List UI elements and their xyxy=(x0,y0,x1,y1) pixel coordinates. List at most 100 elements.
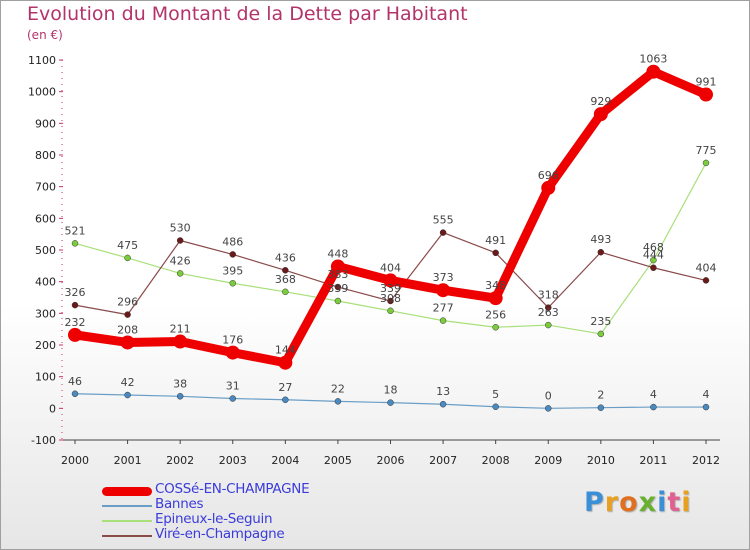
data-label: 491 xyxy=(485,234,506,247)
data-label: 318 xyxy=(538,289,559,302)
data-point xyxy=(334,297,342,305)
data-label: 235 xyxy=(590,315,611,328)
data-point xyxy=(124,254,131,262)
data-point xyxy=(334,283,342,291)
data-label: 1063 xyxy=(639,53,667,66)
data-point xyxy=(176,270,184,277)
data-point xyxy=(545,405,552,412)
data-point xyxy=(229,251,236,258)
logo-letter: i xyxy=(657,487,668,518)
data-label: 5 xyxy=(492,388,499,401)
data-point xyxy=(702,159,710,167)
data-point xyxy=(439,400,447,408)
data-label: 27 xyxy=(278,381,292,394)
x-tick-label: 2011 xyxy=(639,454,667,467)
y-tick-label: 0 xyxy=(49,402,56,415)
legend: COSSé-EN-CHAMPAGNE Bannes Epineux-le-Seg… xyxy=(102,481,402,544)
data-point xyxy=(124,391,131,399)
data-point xyxy=(68,327,82,342)
data-point xyxy=(176,237,184,244)
data-point xyxy=(71,390,79,398)
data-label: 296 xyxy=(117,296,138,309)
logo-letter: r xyxy=(604,487,620,518)
data-label: 0 xyxy=(545,389,552,402)
data-label: 486 xyxy=(222,235,243,248)
y-tick-label: 700 xyxy=(35,181,56,194)
data-label: 775 xyxy=(696,144,717,157)
data-point xyxy=(225,345,240,360)
data-point xyxy=(597,330,605,338)
data-label: 521 xyxy=(65,224,86,237)
data-label: 2 xyxy=(597,389,604,402)
chart-subtitle: (en €) xyxy=(27,28,63,42)
data-point xyxy=(702,277,710,284)
x-tick-label: 2001 xyxy=(114,454,142,467)
data-label: 696 xyxy=(538,169,559,182)
data-point xyxy=(545,304,552,311)
y-tick-label: 200 xyxy=(35,339,56,352)
data-point xyxy=(173,334,188,349)
data-point xyxy=(492,324,499,331)
legend-item-bannes: Bannes xyxy=(102,496,402,514)
data-label: 211 xyxy=(170,323,191,336)
data-point xyxy=(699,87,713,102)
legend-label-bannes: Bannes xyxy=(155,496,204,512)
data-point xyxy=(229,395,236,402)
data-point xyxy=(282,267,289,274)
legend-item-epineux: Epineux-le-Seguin xyxy=(102,511,402,529)
data-label: 929 xyxy=(590,95,611,108)
legend-swatch-cosse xyxy=(102,487,152,496)
data-point xyxy=(545,321,552,329)
data-point xyxy=(597,404,605,411)
data-point xyxy=(229,280,236,287)
data-label: 18 xyxy=(384,384,398,397)
legend-label-epineux: Epineux-le-Seguin xyxy=(155,511,273,527)
logo-letter: x xyxy=(638,487,658,518)
data-point xyxy=(650,264,657,271)
data-point xyxy=(282,288,289,296)
chart-axes: -100 0 100 200 300 400 500 600 700 800 900 1000 1100… xyxy=(28,54,720,467)
data-label: 395 xyxy=(222,264,243,277)
x-tick-label: 2012 xyxy=(692,454,720,467)
data-label: 530 xyxy=(170,222,191,235)
data-point xyxy=(492,249,499,257)
data-point xyxy=(383,273,398,288)
x-tick-label: 2003 xyxy=(219,454,247,467)
y-tick-label: 400 xyxy=(35,276,56,289)
data-point xyxy=(646,64,661,79)
data-label: 46 xyxy=(68,375,82,388)
data-point xyxy=(120,335,135,350)
x-tick-label: 2004 xyxy=(271,454,299,467)
data-point xyxy=(436,283,451,298)
data-label: 277 xyxy=(433,302,454,315)
data-label: 42 xyxy=(121,376,135,389)
data-point xyxy=(597,248,605,256)
data-point xyxy=(541,180,556,195)
data-label: 4 xyxy=(650,388,657,401)
data-label: 404 xyxy=(380,261,401,274)
data-point xyxy=(387,307,394,315)
data-label: 436 xyxy=(275,251,296,264)
x-tick-label: 2000 xyxy=(61,454,89,467)
data-point xyxy=(387,297,394,305)
x-tick-label: 2007 xyxy=(429,454,457,467)
data-label: 232 xyxy=(65,316,86,329)
data-label: 263 xyxy=(538,306,559,319)
data-label: 493 xyxy=(590,233,611,246)
y-tick-label: 100 xyxy=(35,371,56,384)
y-tick-label: 300 xyxy=(35,307,56,320)
x-tick-label: 2008 xyxy=(482,454,510,467)
legend-swatch-epineux xyxy=(102,520,152,522)
data-label: 22 xyxy=(331,382,345,395)
proxiti-logo: Proxiti xyxy=(584,487,692,518)
y-tick-label: 1000 xyxy=(28,86,56,99)
x-tick-label: 2005 xyxy=(324,454,352,467)
data-point xyxy=(387,399,394,406)
legend-item-cosse: COSSé-EN-CHAMPAGNE xyxy=(102,481,402,499)
data-point xyxy=(593,107,608,122)
y-tick-label: 1100 xyxy=(28,54,56,67)
data-label: 339 xyxy=(327,282,348,295)
data-label: 176 xyxy=(222,334,243,347)
legend-swatch-bannes xyxy=(102,505,152,507)
